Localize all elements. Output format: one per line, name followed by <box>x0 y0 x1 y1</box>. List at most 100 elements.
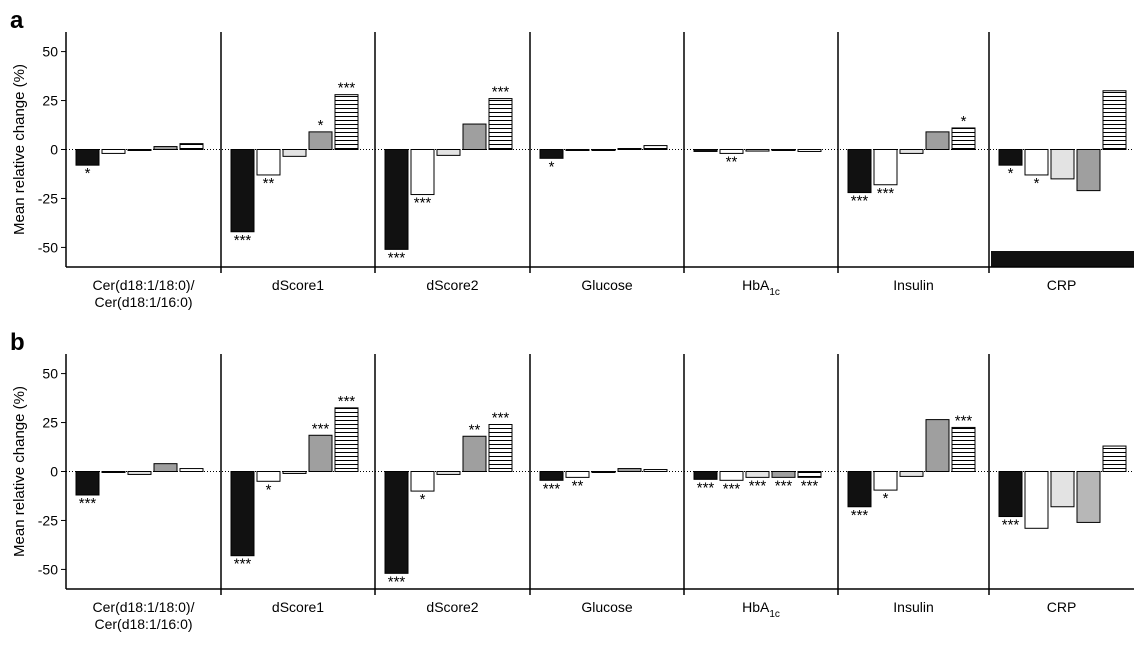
bar <box>256 149 281 176</box>
significance-label: *** <box>79 495 97 512</box>
significance-label: *** <box>388 573 406 590</box>
bar <box>101 471 126 473</box>
bar <box>539 149 564 159</box>
bar <box>179 143 204 150</box>
bar <box>1024 471 1049 529</box>
significance-label: *** <box>851 193 869 210</box>
bar <box>643 145 668 150</box>
significance-label: * <box>1034 175 1040 192</box>
bar <box>745 149 770 152</box>
bar <box>488 424 513 472</box>
significance-label: * <box>1008 165 1014 182</box>
significance-label: ** <box>726 153 738 170</box>
bar <box>991 251 1134 267</box>
category-label: CRP <box>1047 277 1077 293</box>
bar <box>384 471 409 574</box>
category-label: dScore2 <box>426 599 478 615</box>
y-tick-label: 0 <box>50 142 58 158</box>
significance-label: *** <box>234 556 252 573</box>
y-tick-label: 0 <box>50 464 58 480</box>
bar <box>617 468 642 472</box>
bar <box>771 149 796 151</box>
significance-label: * <box>318 117 324 134</box>
significance-label: *** <box>492 410 510 427</box>
bar <box>436 149 461 156</box>
bar <box>693 149 718 152</box>
significance-label: *** <box>851 507 869 524</box>
bar <box>488 98 513 151</box>
bar <box>153 463 178 472</box>
significance-label: ** <box>263 175 275 192</box>
category-group: ********* <box>384 84 513 266</box>
significance-label: ** <box>469 421 481 438</box>
category-label: HbA1c <box>742 599 780 620</box>
significance-label: *** <box>414 195 432 212</box>
bar <box>847 471 872 508</box>
significance-label: *** <box>338 393 356 410</box>
bar <box>1024 149 1049 176</box>
significance-label: *** <box>801 477 819 494</box>
bar <box>873 471 898 491</box>
significance-label: *** <box>338 80 356 97</box>
bar <box>1076 149 1101 192</box>
bar <box>797 149 822 152</box>
bar <box>719 471 744 481</box>
bar <box>308 434 333 473</box>
y-tick-label: 25 <box>42 93 58 109</box>
significance-label: * <box>961 113 967 130</box>
category-group: ********* <box>230 80 359 249</box>
bar <box>75 149 100 166</box>
bar <box>951 426 976 472</box>
bar <box>899 471 924 477</box>
bar <box>998 149 1023 166</box>
bar <box>153 146 178 150</box>
bar <box>745 471 770 478</box>
bar <box>334 407 359 472</box>
significance-label: *** <box>312 420 330 437</box>
bar <box>179 468 204 472</box>
bar <box>230 149 255 233</box>
bar <box>282 149 307 157</box>
category-label: dScore1 <box>272 277 324 293</box>
category-group: ******* <box>847 412 976 524</box>
significance-label: ** <box>572 477 584 494</box>
category-group: ** <box>998 90 1127 192</box>
panel-label: a <box>10 7 24 34</box>
y-tick-label: 25 <box>42 415 58 431</box>
bar <box>565 471 590 478</box>
bar <box>256 471 281 482</box>
significance-label: * <box>549 158 555 175</box>
significance-label: * <box>420 491 426 508</box>
significance-label: *** <box>877 185 895 202</box>
category-label: Glucose <box>581 277 633 293</box>
bar <box>693 471 718 480</box>
category-label: Glucose <box>581 599 633 615</box>
category-group: ********** <box>230 393 359 573</box>
bar <box>1050 471 1075 508</box>
bar <box>230 471 255 557</box>
bar <box>436 471 461 475</box>
significance-label: *** <box>1002 517 1020 534</box>
y-tick-label: -25 <box>38 190 58 206</box>
bar <box>873 149 898 186</box>
significance-label: *** <box>749 477 767 494</box>
bar <box>771 471 796 478</box>
category-label: Cer(d18:1/18:0)/Cer(d18:1/16:0) <box>93 277 195 310</box>
category-group: * <box>539 145 668 175</box>
bar <box>1050 149 1075 180</box>
category-group: ** <box>693 149 822 170</box>
significance-label: * <box>266 481 272 498</box>
category-group: *** *** *** *** *** <box>693 471 822 497</box>
bar <box>127 149 152 151</box>
significance-label: *** <box>388 249 406 266</box>
significance-label: *** <box>543 480 561 497</box>
bar <box>1076 471 1101 523</box>
y-axis-title: Mean relative change (%) <box>11 64 28 235</box>
significance-label: *** <box>697 479 715 496</box>
bar <box>384 149 409 250</box>
y-tick-label: -50 <box>38 239 58 255</box>
bar <box>925 131 950 150</box>
significance-label: *** <box>234 232 252 249</box>
bar <box>617 148 642 150</box>
